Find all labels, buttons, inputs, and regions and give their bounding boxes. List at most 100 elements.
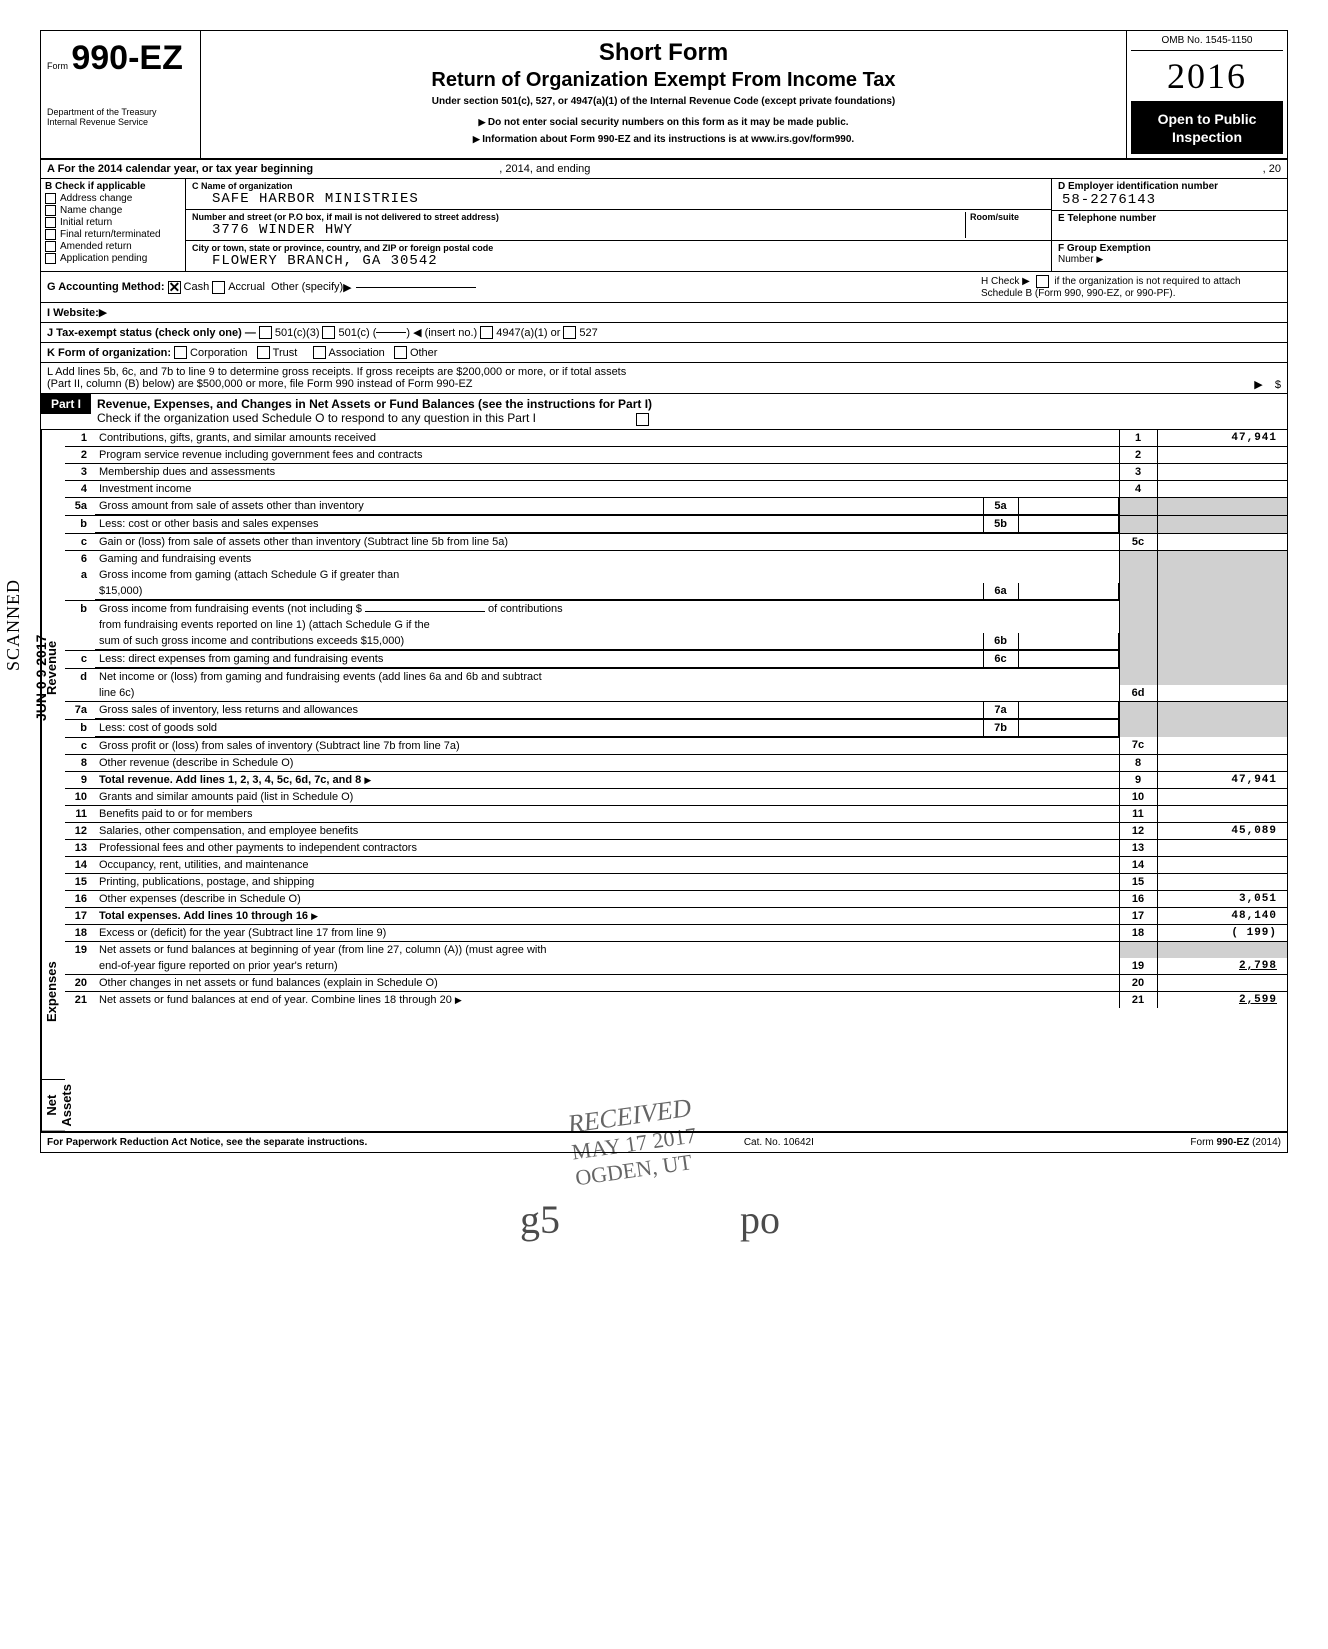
form-page: SCANNED JUN 0 9 2017 Form 990-EZ Departm… (40, 30, 1288, 1153)
scanned-stamp: SCANNED (3, 579, 24, 671)
f-label: F Group Exemption (1058, 243, 1151, 254)
chk-name-change[interactable]: Name change (45, 205, 181, 216)
row-a: A For the 2014 calendar year, or tax yea… (41, 160, 1287, 179)
open-line1: Open to Public (1135, 110, 1279, 128)
initial-1: g5 (520, 1196, 560, 1243)
d-row: D Employer identification number 58-2276… (1052, 179, 1287, 211)
form-prefix: Form (47, 61, 68, 71)
sections-body: 1Contributions, gifts, grants, and simil… (65, 430, 1287, 1132)
footer: For Paperwork Reduction Act Notice, see … (41, 1131, 1287, 1152)
sections-wrap: Revenue Expenses Net Assets 1Contributio… (41, 430, 1287, 1132)
col-c: C Name of organization SAFE HARBOR MINIS… (186, 179, 1052, 271)
val-21: 2,599 (1157, 991, 1287, 1008)
g-cash: Cash (184, 281, 210, 293)
e-label: E Telephone number (1058, 213, 1156, 224)
c-addr-label: Number and street (or P.O box, if mail i… (192, 212, 965, 222)
i-label: I Website: (47, 307, 99, 319)
open-line2: Inspection (1135, 128, 1279, 146)
row-a-pre: A For the 2014 calendar year, or tax yea… (47, 163, 313, 175)
main-table: 1Contributions, gifts, grants, and simil… (65, 430, 1287, 1008)
g-accrual: Accrual (228, 281, 265, 293)
chk-initial-return[interactable]: Initial return (45, 217, 181, 228)
part1-title-box: Revenue, Expenses, and Changes in Net As… (91, 394, 658, 428)
l-line2: (Part II, column (B) below) are $500,000… (47, 378, 473, 390)
chk-accrual[interactable] (212, 281, 225, 294)
org-address: 3776 WINDER HWY (192, 222, 965, 238)
chk-501c[interactable] (322, 326, 335, 339)
section-bcdef: B Check if applicable Address change Nam… (41, 179, 1287, 272)
footer-left: For Paperwork Reduction Act Notice, see … (47, 1137, 367, 1148)
chk-corp[interactable] (174, 346, 187, 359)
title-under: Under section 501(c), 527, or 4947(a)(1)… (209, 96, 1118, 107)
col-b: B Check if applicable Address change Nam… (41, 179, 186, 271)
right-box: OMB No. 1545-1150 2016 Open to Public In… (1127, 31, 1287, 158)
c-city-label: City or town, state or province, country… (192, 243, 1045, 253)
ein-value: 58-2276143 (1058, 192, 1281, 208)
val-1: 47,941 (1157, 430, 1287, 447)
row-j: J Tax-exempt status (check only one) — 5… (41, 323, 1287, 343)
chk-amended-return[interactable]: Amended return (45, 241, 181, 252)
chk-h[interactable] (1036, 275, 1049, 288)
val-16: 3,051 (1157, 890, 1287, 907)
dept-line2: Internal Revenue Service (47, 118, 194, 128)
title-note2: Information about Form 990-EZ and its in… (209, 134, 1118, 145)
title-note1: Do not enter social security numbers on … (209, 117, 1118, 128)
h-box: H Check ▶ if the organization is not req… (981, 275, 1281, 299)
part1-header: Part I Revenue, Expenses, and Changes in… (41, 394, 1287, 429)
l-dollar: $ (1275, 379, 1281, 391)
org-name: SAFE HARBOR MINISTRIES (192, 191, 1045, 207)
chk-trust[interactable] (257, 346, 270, 359)
chk-4947[interactable] (480, 326, 493, 339)
e-row: E Telephone number (1052, 211, 1287, 241)
form-number-box: Form 990-EZ Department of the Treasury I… (41, 31, 201, 158)
val-17: 48,140 (1157, 907, 1287, 924)
form-number: 990-EZ (71, 39, 183, 77)
form-year: 2016 (1131, 51, 1283, 102)
row-k: K Form of organization: Corporation Trus… (41, 343, 1287, 363)
g-other: Other (specify) (271, 281, 343, 293)
title-sub: Return of Organization Exempt From Incom… (209, 69, 1118, 92)
side-revenue: Revenue (41, 430, 65, 905)
side-expenses: Expenses (41, 905, 65, 1080)
chk-527[interactable] (563, 326, 576, 339)
chk-application-pending[interactable]: Application pending (45, 253, 181, 264)
chk-501c3[interactable] (259, 326, 272, 339)
b-header: B Check if applicable (45, 181, 146, 192)
chk-final-return[interactable]: Final return/terminated (45, 229, 181, 240)
initial-2: po (740, 1196, 780, 1243)
footer-right: Form 990-EZ (2014) (1190, 1137, 1281, 1148)
chk-cash[interactable] (168, 281, 181, 294)
c-name-row: C Name of organization SAFE HARBOR MINIS… (186, 179, 1051, 210)
open-public: Open to Public Inspection (1131, 102, 1283, 154)
room-label: Room/suite (970, 212, 1045, 222)
l-line1: L Add lines 5b, 6c, and 7b to line 9 to … (47, 366, 1281, 378)
row-i: I Website: ▶ (41, 303, 1287, 323)
col-de: D Employer identification number 58-2276… (1052, 179, 1287, 271)
c-addr-row: Number and street (or P.O box, if mail i… (186, 210, 1051, 241)
side-netassets: Net Assets (41, 1080, 65, 1132)
row-l: L Add lines 5b, 6c, and 7b to line 9 to … (41, 363, 1287, 394)
j-label: J Tax-exempt status (check only one) — (47, 327, 256, 339)
g-label: G Accounting Method: (47, 281, 165, 293)
val-12: 45,089 (1157, 822, 1287, 839)
row-a-end: , 20 (1263, 163, 1281, 175)
dept-treasury: Department of the Treasury Internal Reve… (47, 108, 194, 128)
chk-other[interactable] (394, 346, 407, 359)
val-18: ( 199) (1157, 924, 1287, 941)
val-9: 47,941 (1157, 771, 1287, 788)
footer-mid: Cat. No. 10642I (744, 1137, 814, 1148)
part1-label: Part I (41, 394, 91, 414)
chk-part1-scho[interactable] (636, 413, 649, 426)
val-19: 2,798 (1157, 958, 1287, 975)
chk-address-change[interactable]: Address change (45, 193, 181, 204)
c-city-row: City or town, state or province, country… (186, 241, 1051, 271)
c-name-label: C Name of organization (192, 181, 1045, 191)
org-city: FLOWERY BRANCH, GA 30542 (192, 253, 1045, 269)
d-label: D Employer identification number (1058, 181, 1218, 192)
chk-assoc[interactable] (313, 346, 326, 359)
f-row: F Group Exemption Number (1052, 241, 1287, 271)
f-label2: Number (1058, 254, 1094, 265)
part1-check-text: Check if the organization used Schedule … (97, 411, 536, 425)
omb-number: OMB No. 1545-1150 (1131, 35, 1283, 51)
part1-title: Revenue, Expenses, and Changes in Net As… (97, 397, 652, 411)
